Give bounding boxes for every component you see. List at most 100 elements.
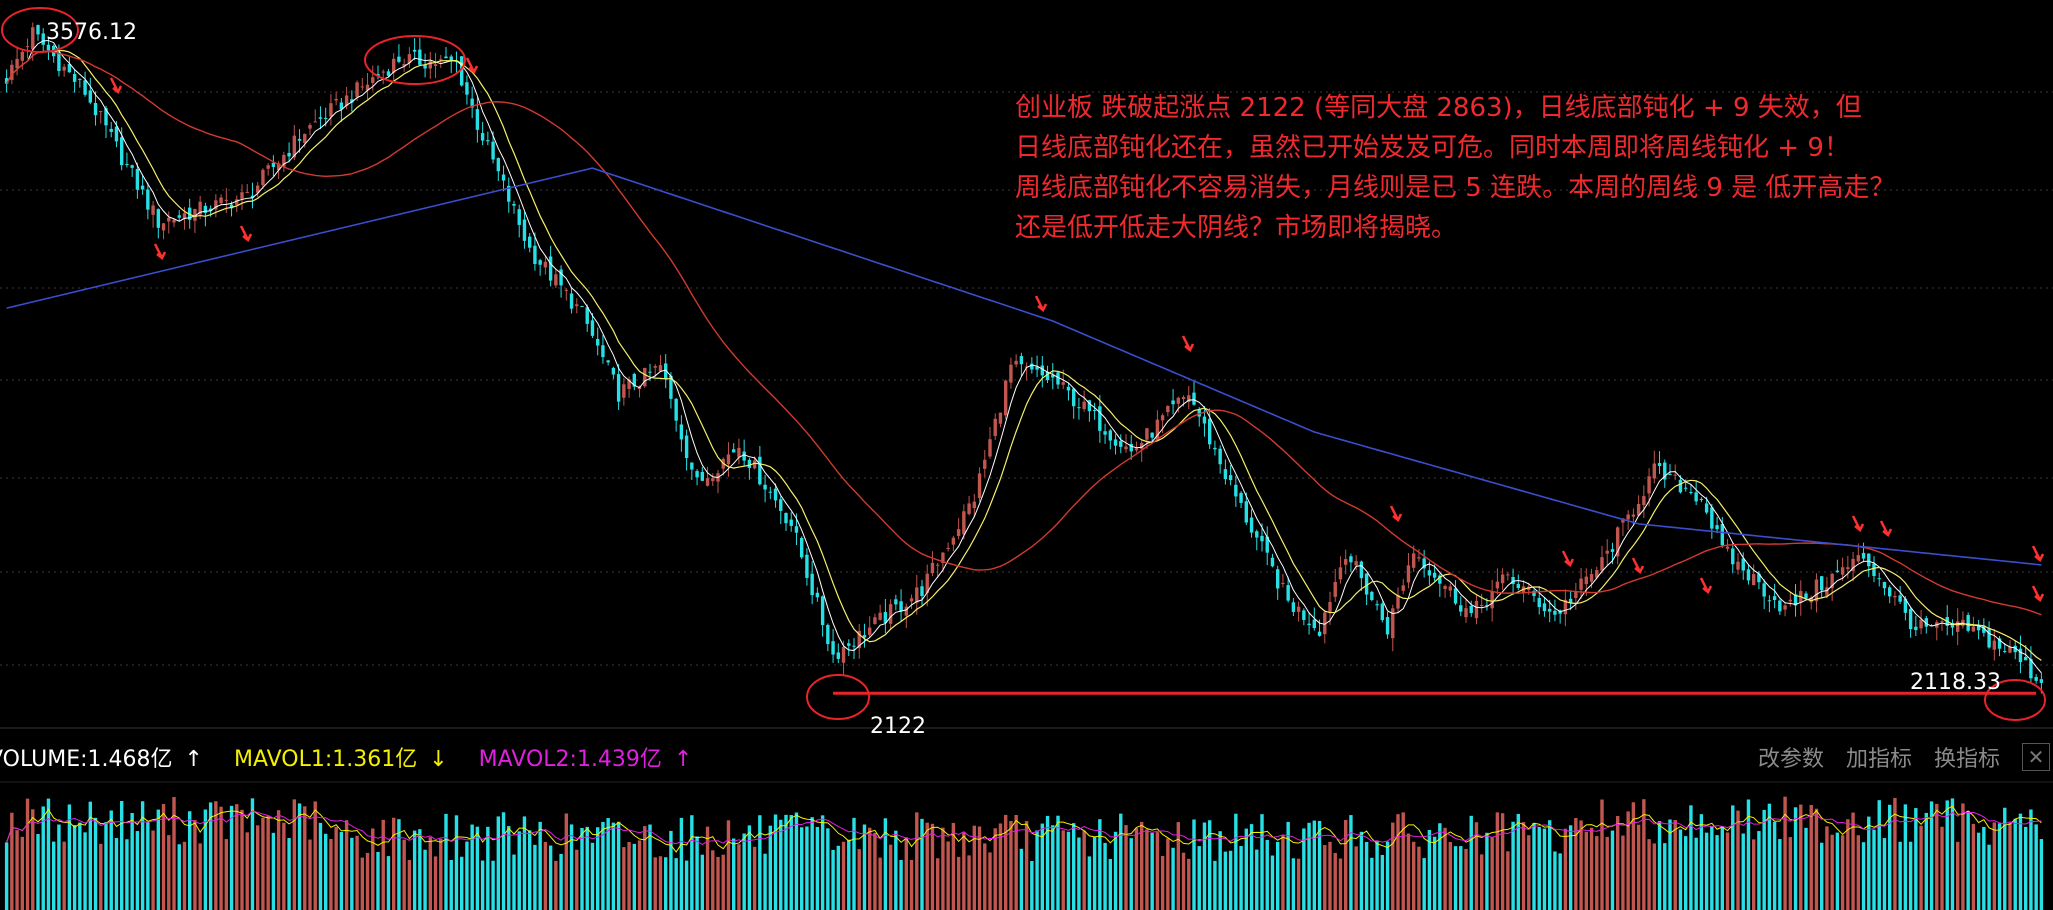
highlight-ellipse <box>364 35 466 85</box>
candle-down <box>1762 583 1766 597</box>
volume-bar-down <box>480 860 485 910</box>
candle-up <box>904 606 909 616</box>
edit-params-button[interactable]: 改参数 <box>1757 747 1824 772</box>
candle-down <box>1731 548 1735 565</box>
volume-bar-down <box>1746 799 1751 910</box>
candle-down <box>1469 605 1473 614</box>
volume-bar-down <box>731 838 736 910</box>
volume-bar-up <box>752 846 757 910</box>
volume-bar-down <box>815 826 820 910</box>
candle-down <box>1610 549 1615 552</box>
candle-down <box>1207 418 1212 445</box>
volume-bar-down <box>140 801 145 910</box>
candle-down <box>1030 363 1034 370</box>
candle-down <box>1359 561 1364 579</box>
candle-up <box>172 219 176 223</box>
candle-up <box>1725 546 1730 549</box>
candle-up <box>344 95 349 106</box>
candle-up <box>313 121 317 123</box>
candle-up <box>1992 640 1997 650</box>
ma250-line <box>6 167 2042 566</box>
candle-up <box>1673 474 1677 476</box>
volume-bar-up <box>1521 822 1526 910</box>
volume-bar-up <box>1642 799 1646 910</box>
volume-bar-down <box>1715 835 1719 910</box>
candle-up <box>1846 567 1850 570</box>
candle-up <box>1584 576 1589 585</box>
candle-up <box>1281 582 1285 585</box>
volume-bar-down <box>2013 818 2017 910</box>
volume-bar-up <box>240 809 244 910</box>
candle-down <box>1882 581 1887 589</box>
volume-bar-up <box>554 860 558 910</box>
volume-bar-down <box>1317 820 1322 910</box>
candle-down <box>119 137 124 166</box>
candle-down <box>1071 388 1076 407</box>
candle-down <box>1087 400 1092 412</box>
volume-bar-down <box>1438 823 1442 910</box>
volume-bar-down <box>1694 837 1698 910</box>
candle-up <box>1579 578 1583 590</box>
candle-down <box>1861 552 1866 559</box>
candle-up <box>10 64 14 80</box>
candle-down <box>496 158 501 172</box>
candle-down <box>1741 558 1745 571</box>
candle-down <box>2018 648 2023 663</box>
candle-down <box>78 78 82 80</box>
candle-up <box>1814 579 1819 602</box>
candle-up <box>235 199 239 205</box>
annotation-line: 日线底部钝化还在，虽然已开始岌岌可危。同时本周即将周线钝化 + 9！ <box>1015 133 1850 163</box>
candle-up <box>276 163 281 171</box>
volume-bar-down <box>125 839 129 910</box>
volume-bar-down <box>794 812 799 910</box>
candle-down <box>2039 679 2044 683</box>
volume-bar-down <box>663 857 668 910</box>
candle-up <box>219 197 223 204</box>
candle-down <box>1244 501 1249 523</box>
candle-up <box>1396 595 1400 609</box>
volume-bar-down <box>1119 813 1123 910</box>
candle-down <box>601 345 605 358</box>
candle-down <box>1129 443 1133 452</box>
volume-bar-down <box>1542 828 1547 910</box>
volume-bar-up <box>1124 825 1128 910</box>
candle-down <box>799 538 804 558</box>
volume-bar-down <box>1663 843 1667 910</box>
candle-up <box>402 64 406 67</box>
volume-bar-down <box>1982 826 1986 910</box>
volume-bar-up <box>930 823 935 910</box>
candle-down <box>794 526 799 533</box>
volume-bar-up <box>1417 846 1421 910</box>
annotation-line: 还是低开低走大阴线？市场即将揭晓。 <box>1015 213 1458 243</box>
candle-up <box>941 552 945 564</box>
volume-bar-down <box>1516 813 1521 910</box>
candle-up <box>1323 612 1327 635</box>
volume-bar-up <box>1014 814 1018 910</box>
volume-bar-down <box>763 853 767 910</box>
candle-down <box>836 652 841 659</box>
volume-bar-down <box>559 853 563 910</box>
add-indicator-button[interactable]: 加指标 <box>1845 747 1912 772</box>
switch-indicator-button[interactable]: 换指标 <box>1933 747 2000 772</box>
volume-bar-down <box>470 824 474 910</box>
candle-down <box>1532 590 1536 597</box>
close-icon[interactable]: ✕ <box>2022 743 2050 771</box>
candle-down <box>465 82 469 95</box>
volume-bar-up <box>261 817 265 910</box>
candle-down <box>768 491 773 493</box>
candle-down <box>616 374 621 402</box>
candle-down <box>684 435 689 459</box>
volume-bar-down <box>674 858 678 910</box>
candle-down <box>501 174 506 181</box>
candle-up <box>967 503 971 515</box>
candle-down <box>1689 492 1693 494</box>
candle-up <box>1474 600 1479 619</box>
volume-bar-down <box>820 815 825 910</box>
volume-bar-down <box>1108 858 1113 910</box>
candle-down <box>1239 492 1243 503</box>
volume-bar-down <box>1045 815 1050 910</box>
candle-down <box>449 56 453 62</box>
candle-down <box>1982 625 1986 633</box>
candle-up <box>25 46 30 48</box>
